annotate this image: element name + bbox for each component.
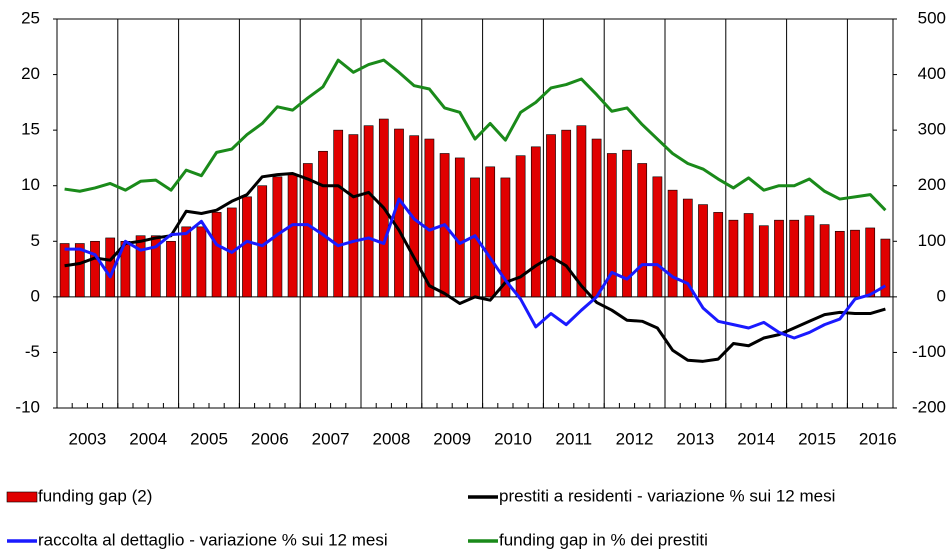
bar [302,163,313,298]
bar [500,177,511,298]
bar [150,235,161,298]
x-tick-label: 2011 [556,429,593,448]
bar [865,227,876,298]
line [64,171,886,363]
bar [606,153,617,298]
plot-frame [56,18,894,409]
bar [333,129,344,298]
bar [409,135,420,298]
legend-label: prestiti a residenti - variazione % sui … [499,486,835,505]
bar [211,212,222,298]
bar [90,240,100,298]
bar [181,226,192,298]
bar [789,219,800,298]
bar [758,225,769,298]
bar [363,125,374,298]
bar [454,157,465,298]
x-tick-label: 2003 [68,429,106,448]
x-tick-label: 2006 [251,429,289,448]
x-tick-label: 2007 [312,429,350,448]
y2-tick-label: -100 [912,342,946,361]
y-tick-label: 25 [21,8,40,27]
bar [348,134,359,298]
bar [819,224,830,298]
legend-swatch [6,491,38,503]
bar [546,134,556,298]
bar [774,219,784,298]
bar [622,149,632,298]
y2-tick-label: 300 [918,120,946,139]
bar [850,229,860,298]
x-tick-label: 2015 [798,429,836,448]
x-tick-label: 2016 [859,429,897,448]
y-tick-label: 5 [31,231,40,250]
x-tick-label: 2013 [676,429,714,448]
bar [74,243,85,298]
legend-label: raccolta al dettaglio - variazione % sui… [38,530,388,549]
x-tick-label: 2010 [494,429,532,448]
y2-tick-label: 200 [918,175,946,194]
x-tick-label: 2012 [616,429,654,448]
bar [743,213,754,298]
bar [166,240,176,298]
x-tick-label: 2014 [737,429,775,448]
y2-tick-label: 400 [918,64,946,83]
bar [591,138,602,298]
x-tick-label: 2005 [190,429,228,448]
y-tick-label: 10 [21,175,40,194]
bar [576,125,587,298]
legend-label: funding gap in % dei prestiti [499,530,708,549]
bar [728,219,739,298]
bar [257,185,268,298]
bar [59,243,70,298]
bar [196,226,207,298]
bar [698,204,708,298]
bar [318,150,328,298]
y2-tick-label: 0 [937,286,946,305]
x-tick-label: 2004 [129,429,167,448]
y-tick-label: -10 [15,397,40,416]
bar [242,196,252,298]
bar [561,129,572,298]
line [64,197,887,340]
bar [713,212,724,298]
y-tick-label: 20 [21,64,40,83]
bar [682,198,693,298]
bar [880,238,891,298]
y-tick-label: 15 [21,120,40,139]
x-tick-label: 2009 [433,429,471,448]
bar [652,176,663,298]
bar [135,235,146,298]
y2-tick-label: 100 [918,231,946,250]
line [64,58,887,212]
y2-tick-label: -200 [912,397,946,416]
x-tick-label: 2008 [372,429,410,448]
y-tick-label: -5 [25,342,40,361]
bar [834,230,845,298]
bar [637,163,648,298]
bar [287,174,298,298]
bar [530,146,541,298]
bar [485,166,496,298]
legend-label: funding gap (2) [38,486,152,505]
bar [667,189,678,298]
y-tick-label: 0 [31,286,40,305]
bar [424,138,435,298]
bar [804,215,815,298]
y2-tick-label: 500 [918,8,946,27]
